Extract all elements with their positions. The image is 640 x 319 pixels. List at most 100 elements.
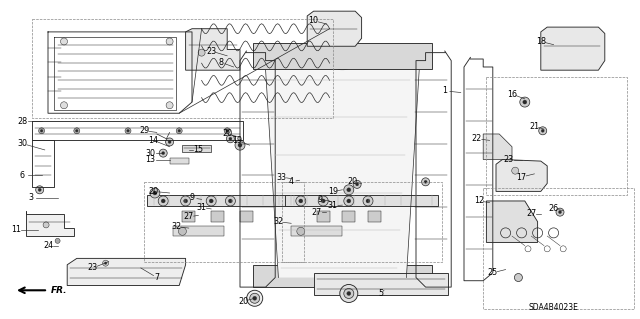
- Circle shape: [344, 196, 354, 206]
- Text: 27: 27: [312, 208, 322, 217]
- Circle shape: [150, 188, 160, 198]
- Circle shape: [176, 128, 182, 134]
- Polygon shape: [253, 265, 432, 287]
- Circle shape: [523, 100, 527, 104]
- Circle shape: [43, 222, 49, 228]
- Circle shape: [347, 199, 351, 203]
- Polygon shape: [307, 11, 362, 46]
- Circle shape: [178, 130, 180, 132]
- Polygon shape: [342, 211, 355, 222]
- Text: 4: 4: [289, 177, 294, 186]
- Text: 30: 30: [17, 139, 28, 148]
- Text: 26: 26: [548, 204, 559, 213]
- Circle shape: [38, 188, 41, 191]
- Circle shape: [366, 199, 370, 203]
- Text: FR.: FR.: [51, 286, 68, 295]
- Circle shape: [76, 130, 78, 132]
- Circle shape: [166, 38, 173, 45]
- Polygon shape: [368, 211, 381, 222]
- Polygon shape: [541, 27, 605, 70]
- Circle shape: [125, 128, 131, 134]
- Polygon shape: [291, 226, 342, 236]
- Polygon shape: [253, 43, 432, 69]
- Circle shape: [512, 167, 518, 174]
- Circle shape: [102, 260, 109, 266]
- Text: 32: 32: [273, 217, 284, 226]
- Circle shape: [198, 49, 205, 56]
- Circle shape: [253, 296, 257, 300]
- Circle shape: [297, 227, 305, 235]
- Circle shape: [61, 38, 67, 45]
- Polygon shape: [211, 211, 224, 222]
- Text: 20: 20: [148, 187, 159, 196]
- Polygon shape: [483, 134, 512, 160]
- Circle shape: [321, 199, 325, 203]
- Circle shape: [159, 149, 167, 157]
- Circle shape: [347, 188, 351, 192]
- Polygon shape: [182, 211, 195, 222]
- Polygon shape: [26, 211, 74, 236]
- Text: 32: 32: [171, 222, 181, 231]
- Text: 11: 11: [11, 225, 21, 234]
- Circle shape: [127, 130, 129, 132]
- Polygon shape: [170, 158, 189, 164]
- Text: 7: 7: [154, 273, 159, 282]
- Text: 27: 27: [184, 212, 194, 221]
- Text: 22: 22: [472, 134, 482, 143]
- Text: 29: 29: [139, 126, 149, 135]
- Circle shape: [556, 208, 564, 216]
- Circle shape: [296, 196, 306, 206]
- Text: 9: 9: [317, 195, 323, 204]
- Circle shape: [166, 102, 173, 109]
- Polygon shape: [285, 195, 438, 206]
- Circle shape: [184, 199, 188, 203]
- Text: 23: 23: [504, 155, 514, 164]
- Circle shape: [55, 238, 60, 243]
- Circle shape: [166, 138, 173, 146]
- Circle shape: [328, 42, 356, 70]
- Text: 19: 19: [232, 136, 242, 145]
- Circle shape: [335, 48, 351, 64]
- Polygon shape: [314, 273, 448, 295]
- Circle shape: [153, 191, 157, 195]
- Circle shape: [559, 211, 561, 214]
- Circle shape: [180, 196, 191, 206]
- Circle shape: [74, 128, 80, 134]
- Circle shape: [515, 273, 522, 282]
- Circle shape: [36, 186, 44, 194]
- Text: 33: 33: [276, 173, 287, 182]
- Text: 18: 18: [536, 37, 546, 46]
- Circle shape: [344, 288, 354, 299]
- Circle shape: [40, 130, 43, 132]
- Polygon shape: [317, 211, 330, 222]
- Text: 20: 20: [222, 130, 232, 138]
- Text: 8: 8: [218, 58, 223, 67]
- Text: 1: 1: [442, 86, 447, 95]
- Circle shape: [229, 137, 232, 140]
- Circle shape: [363, 196, 373, 206]
- Text: 13: 13: [145, 155, 156, 164]
- Circle shape: [353, 180, 361, 189]
- Circle shape: [344, 185, 354, 195]
- Polygon shape: [67, 258, 186, 286]
- Circle shape: [340, 285, 358, 302]
- Circle shape: [541, 129, 544, 132]
- Text: 15: 15: [193, 145, 204, 154]
- Text: 31: 31: [196, 203, 207, 212]
- Text: SDA4B4023E: SDA4B4023E: [529, 303, 579, 312]
- Text: 16: 16: [507, 90, 517, 99]
- Text: 20: 20: [347, 177, 357, 186]
- Circle shape: [330, 264, 355, 288]
- Circle shape: [179, 227, 186, 235]
- Text: 19: 19: [328, 187, 338, 196]
- Circle shape: [424, 180, 427, 183]
- Circle shape: [226, 130, 228, 132]
- Text: 24: 24: [43, 241, 53, 250]
- Polygon shape: [266, 70, 419, 278]
- Polygon shape: [173, 226, 224, 236]
- Text: 3: 3: [28, 193, 33, 202]
- Circle shape: [422, 178, 429, 186]
- Polygon shape: [496, 160, 547, 191]
- Polygon shape: [182, 145, 211, 152]
- Text: 9: 9: [189, 193, 195, 202]
